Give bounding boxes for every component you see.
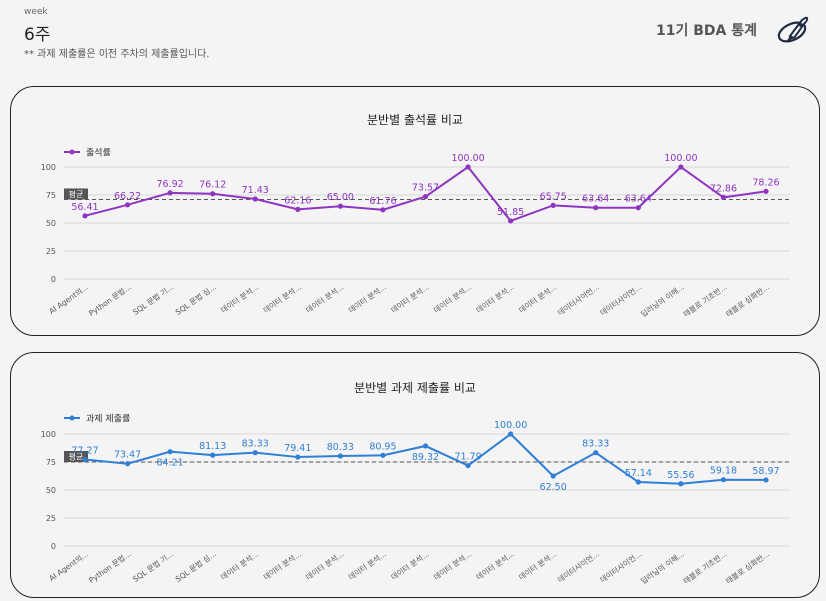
assignment-chart-title: 분반별 과제 제출률 비교 — [354, 381, 476, 395]
attendance-chart-card: 분반별 출석률 비교 — [10, 86, 820, 336]
week-value: 6주 — [24, 25, 51, 45]
rocket-icon — [777, 16, 809, 43]
assignment-chart-card: 분반별 과제 제출률 비교 — [10, 352, 820, 598]
week-label: week — [24, 7, 48, 17]
attendance-chart-title: 분반별 출석률 비교 — [367, 113, 463, 127]
brand-title: 11기 BDA 통계 — [656, 23, 757, 39]
note-text: ** 과제 제출률은 이전 주차의 제출률입니다. — [24, 49, 210, 60]
